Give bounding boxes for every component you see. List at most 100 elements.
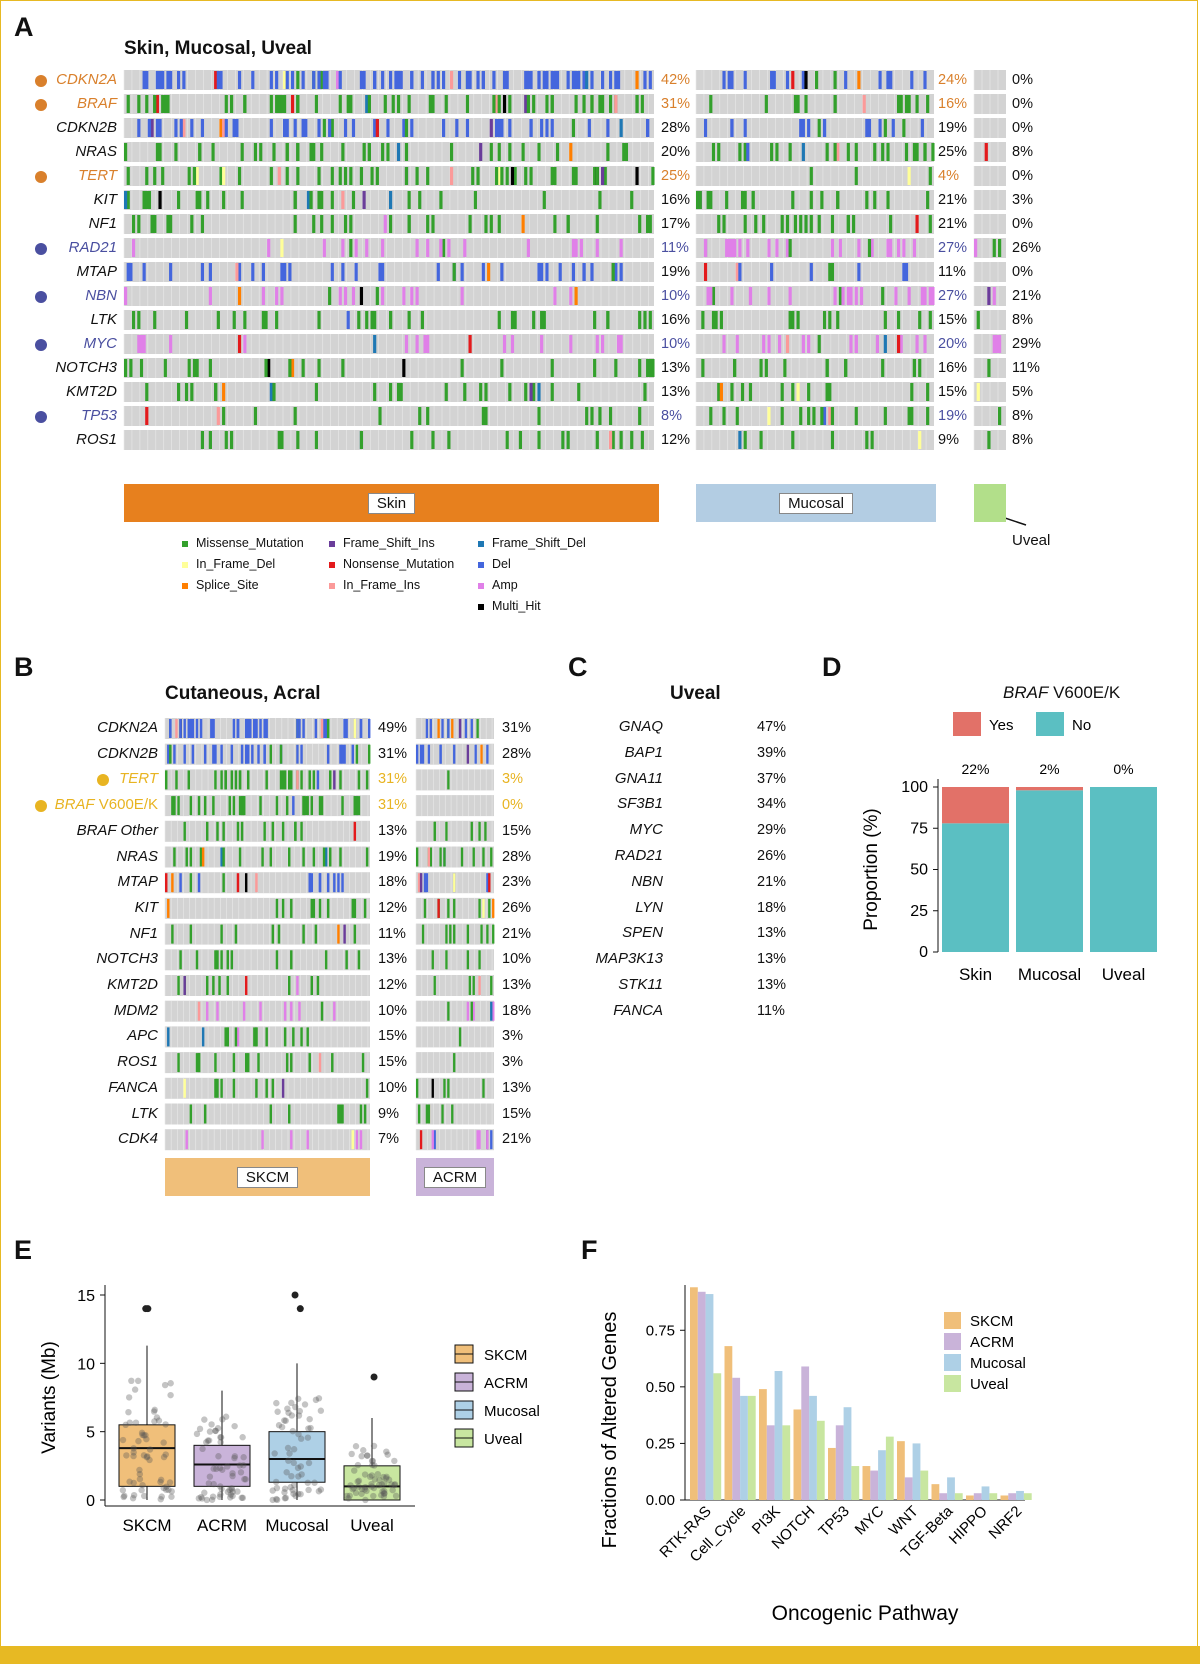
- jitter-point: [160, 1485, 166, 1491]
- pct-skcm: 31%: [378, 771, 407, 787]
- mutation-mark: [482, 1079, 484, 1098]
- mutation-mark: [231, 770, 233, 789]
- mutation-mark: [466, 95, 469, 113]
- mutation-mark: [826, 383, 829, 401]
- mutation-mark: [255, 873, 257, 892]
- mutation-mark: [643, 71, 646, 89]
- mutation-mark: [775, 143, 778, 161]
- jitter-point: [289, 1412, 295, 1418]
- gene-label-b: BRAF Other: [77, 822, 158, 839]
- mutation-mark: [450, 143, 453, 161]
- mutation-mark: [569, 143, 572, 161]
- mutation-mark: [643, 383, 646, 401]
- mutation-mark: [646, 359, 649, 377]
- mutation-mark: [204, 1105, 206, 1124]
- jitter-point: [271, 1450, 277, 1456]
- mutation-mark: [601, 335, 604, 353]
- mutation-mark: [831, 263, 834, 281]
- mutation-mark: [381, 239, 384, 257]
- y-tick-label: 0.00: [646, 1492, 675, 1509]
- mutation-mark: [725, 191, 728, 209]
- group-bar-acrm: ACRM: [416, 1158, 494, 1196]
- mutation-mark: [209, 287, 212, 305]
- jitter-point: [284, 1405, 290, 1411]
- mutation-mark: [327, 873, 329, 892]
- mutation-mark: [459, 1027, 461, 1046]
- mutation-mark: [251, 263, 254, 281]
- mutation-mark: [791, 431, 794, 449]
- mutation-mark: [356, 1130, 358, 1149]
- mutation-mark: [929, 311, 932, 329]
- mutation-mark: [202, 848, 204, 867]
- mutation-mark: [831, 239, 834, 257]
- mutation-mark: [480, 925, 482, 944]
- mutation-mark: [886, 143, 889, 161]
- legend-label: Multi_Hit: [492, 599, 541, 613]
- mutation-mark: [844, 359, 847, 377]
- bar-uveal-cell_cycle: [748, 1396, 756, 1500]
- mutation-mark: [915, 335, 918, 353]
- mutation-mark: [179, 873, 181, 892]
- mutation-mark: [376, 287, 379, 305]
- mutation-mark: [211, 143, 214, 161]
- mutation-mark: [317, 770, 319, 789]
- mutation-mark: [476, 719, 478, 738]
- mutation-mark: [701, 311, 704, 329]
- jitter-point: [355, 1462, 361, 1468]
- legend-swatch: [182, 583, 188, 589]
- jitter-point: [229, 1473, 235, 1479]
- mutation-mark: [701, 359, 704, 377]
- mutation-mark: [238, 335, 241, 353]
- jitter-point: [358, 1453, 364, 1459]
- highlight-dot: [35, 75, 47, 87]
- gene-name: CDKN2B: [97, 745, 158, 762]
- mutation-mark: [339, 848, 341, 867]
- mutation-mark: [366, 770, 368, 789]
- mutation-mark: [575, 287, 578, 305]
- mutation-mark: [408, 191, 411, 209]
- mutation-mark: [190, 215, 193, 233]
- mutation-mark: [201, 215, 204, 233]
- jitter-point: [154, 1414, 160, 1420]
- mutation-mark: [129, 263, 132, 281]
- legend-swatch: [329, 541, 335, 547]
- jitter-point: [318, 1486, 324, 1492]
- mutation-mark: [217, 71, 220, 89]
- mutation-mark: [479, 143, 482, 161]
- mutation-mark: [908, 287, 911, 305]
- mutation-mark: [770, 143, 773, 161]
- mutation-mark: [707, 287, 710, 305]
- mutation-mark: [222, 191, 225, 209]
- mutation-mark: [286, 119, 289, 137]
- gene-label-ltk: LTK: [91, 311, 117, 328]
- jitter-point: [295, 1465, 301, 1471]
- mutation-mark: [275, 287, 278, 305]
- mutation-mark: [722, 71, 725, 89]
- mutation-mark: [239, 848, 241, 867]
- mutation-mark: [551, 383, 554, 401]
- mutation-mark: [744, 431, 747, 449]
- jitter-point: [305, 1425, 311, 1431]
- jitter-point: [167, 1380, 173, 1386]
- jitter-point: [386, 1477, 392, 1483]
- mutation-mark: [471, 719, 473, 738]
- mutation-mark: [836, 311, 839, 329]
- jitter-point: [218, 1434, 224, 1440]
- mutation-mark: [288, 359, 291, 377]
- mutation-mark: [910, 407, 913, 425]
- legend-item: Splice_Site: [182, 578, 259, 592]
- mutation-mark: [593, 359, 596, 377]
- mutation-mark: [884, 407, 887, 425]
- mutation-mark: [222, 407, 225, 425]
- mutation-mark: [767, 407, 770, 425]
- x-tick-label: NRF2: [986, 1503, 1026, 1543]
- mutation-mark: [278, 167, 281, 185]
- mutation-mark: [392, 95, 395, 113]
- legend-swatch-no: [1036, 712, 1064, 736]
- mutation-mark: [620, 239, 623, 257]
- mutation-mark: [254, 143, 257, 161]
- mutation-mark: [812, 407, 815, 425]
- mutation-mark: [744, 191, 747, 209]
- gene-label-c: SPEN: [622, 924, 663, 941]
- mutation-mark: [620, 431, 623, 449]
